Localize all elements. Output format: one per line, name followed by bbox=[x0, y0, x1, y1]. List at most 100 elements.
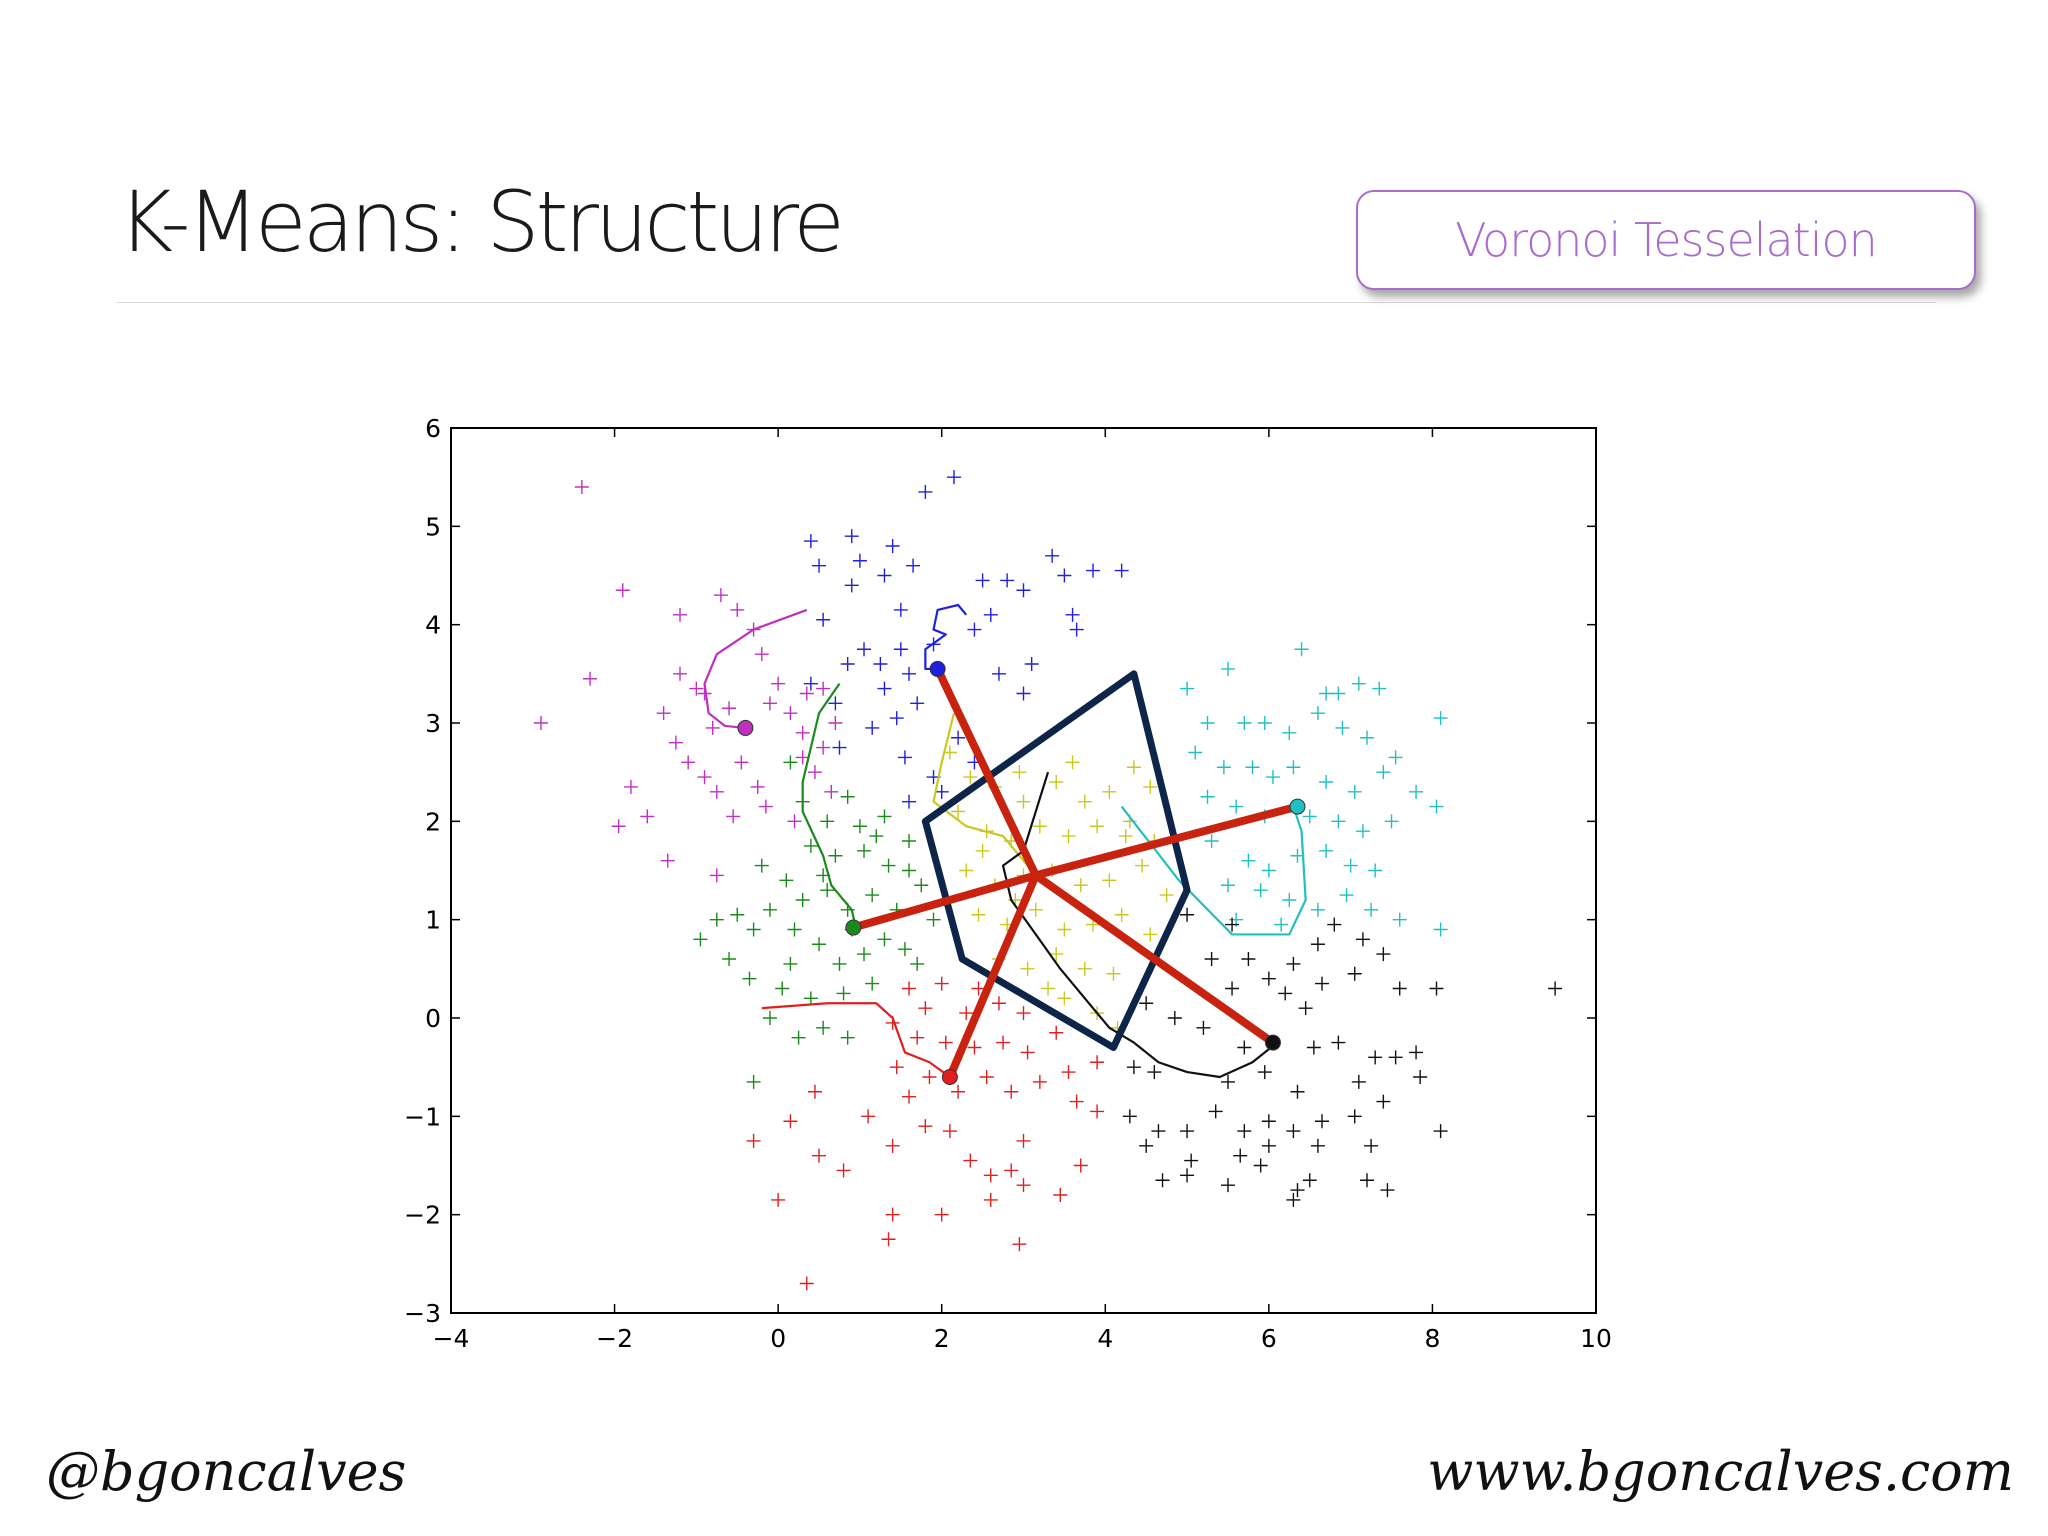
data-point bbox=[1143, 779, 1158, 794]
centroids bbox=[737, 660, 1306, 1085]
data-point bbox=[836, 986, 851, 1001]
data-point bbox=[1041, 981, 1056, 996]
data-point bbox=[1392, 912, 1407, 927]
data-point bbox=[869, 829, 884, 844]
plot-frame bbox=[450, 427, 1597, 1314]
data-point bbox=[1053, 1188, 1068, 1202]
data-point bbox=[1290, 1084, 1305, 1099]
data-point bbox=[1413, 1070, 1428, 1084]
data-point bbox=[1069, 622, 1084, 637]
centroid-link bbox=[945, 871, 1040, 1081]
data-point bbox=[1151, 1124, 1166, 1139]
data-point bbox=[1077, 794, 1092, 809]
data-point bbox=[1315, 976, 1330, 991]
data-point bbox=[963, 1153, 978, 1168]
data-point bbox=[852, 819, 867, 834]
data-point bbox=[910, 696, 925, 711]
data-point bbox=[918, 1001, 933, 1016]
data-point bbox=[1298, 1001, 1313, 1016]
data-point bbox=[934, 784, 949, 799]
centroid-path bbox=[703, 608, 808, 730]
data-point bbox=[1102, 784, 1117, 799]
data-point bbox=[1409, 784, 1424, 799]
data-point bbox=[722, 701, 737, 716]
data-point bbox=[1429, 799, 1444, 814]
data-point bbox=[881, 858, 896, 873]
data-point bbox=[1032, 1074, 1047, 1089]
data-point bbox=[1004, 1084, 1019, 1099]
data-point bbox=[779, 873, 794, 888]
data-point bbox=[1384, 814, 1399, 829]
data-point bbox=[693, 932, 708, 947]
data-point bbox=[840, 657, 855, 671]
data-point bbox=[1057, 568, 1072, 583]
data-point bbox=[750, 779, 765, 794]
data-point bbox=[1286, 1192, 1301, 1207]
data-point bbox=[1065, 755, 1080, 770]
data-point bbox=[746, 1133, 761, 1148]
data-point bbox=[1090, 1104, 1105, 1119]
data-point bbox=[1155, 1173, 1170, 1188]
data-point bbox=[1106, 966, 1121, 981]
data-point bbox=[1004, 1163, 1019, 1178]
data-point bbox=[1126, 760, 1141, 775]
data-point bbox=[991, 996, 1006, 1011]
data-point bbox=[812, 558, 827, 573]
data-point bbox=[1016, 1133, 1031, 1148]
data-point bbox=[820, 883, 835, 898]
data-point bbox=[533, 716, 548, 730]
data-point bbox=[857, 843, 872, 858]
data-point bbox=[951, 730, 966, 745]
data-point bbox=[1376, 1094, 1391, 1109]
data-point bbox=[1237, 1124, 1252, 1139]
data-point bbox=[1180, 681, 1195, 696]
data-point bbox=[975, 573, 990, 588]
data-point bbox=[1220, 1178, 1235, 1193]
data-point bbox=[1102, 873, 1117, 888]
data-point bbox=[1016, 1006, 1031, 1021]
data-point bbox=[885, 539, 900, 553]
y-tick-label: 0 bbox=[425, 1004, 441, 1033]
data-point bbox=[865, 720, 880, 735]
data-point bbox=[1049, 1025, 1064, 1040]
data-point bbox=[902, 981, 916, 996]
data-point bbox=[1286, 1124, 1301, 1139]
data-point bbox=[816, 740, 831, 755]
data-point bbox=[844, 529, 859, 544]
data-point bbox=[1282, 725, 1297, 740]
data-point bbox=[1241, 952, 1256, 966]
data-point bbox=[1253, 883, 1268, 898]
data-point bbox=[1286, 956, 1301, 971]
data-point bbox=[828, 716, 843, 730]
data-point bbox=[1045, 548, 1060, 563]
data-point bbox=[1204, 834, 1219, 848]
data-point bbox=[783, 755, 798, 770]
data-point bbox=[865, 976, 880, 991]
data-point bbox=[857, 947, 872, 962]
data-point bbox=[1188, 745, 1203, 760]
data-point bbox=[1180, 1124, 1195, 1139]
data-point bbox=[1286, 760, 1301, 775]
data-point bbox=[709, 912, 724, 927]
y-tick-label: −3 bbox=[404, 1299, 441, 1328]
data-point bbox=[1016, 1178, 1031, 1193]
topic-badge: Voronoi Tesselation bbox=[1356, 190, 1976, 290]
data-point bbox=[1016, 686, 1031, 701]
data-point bbox=[787, 814, 802, 829]
data-point bbox=[877, 681, 892, 696]
data-point bbox=[996, 1035, 1011, 1050]
data-point bbox=[1274, 917, 1289, 932]
y-tick-label: 5 bbox=[425, 512, 441, 541]
data-point bbox=[803, 534, 818, 549]
data-point bbox=[762, 902, 777, 917]
data-point bbox=[918, 484, 933, 499]
data-point bbox=[918, 1119, 933, 1134]
data-point bbox=[1392, 981, 1407, 996]
data-point bbox=[1216, 760, 1231, 775]
data-point bbox=[730, 907, 745, 922]
data-point bbox=[754, 647, 769, 662]
data-point bbox=[1339, 888, 1354, 903]
data-point bbox=[893, 602, 908, 617]
data-point bbox=[1061, 1065, 1076, 1080]
